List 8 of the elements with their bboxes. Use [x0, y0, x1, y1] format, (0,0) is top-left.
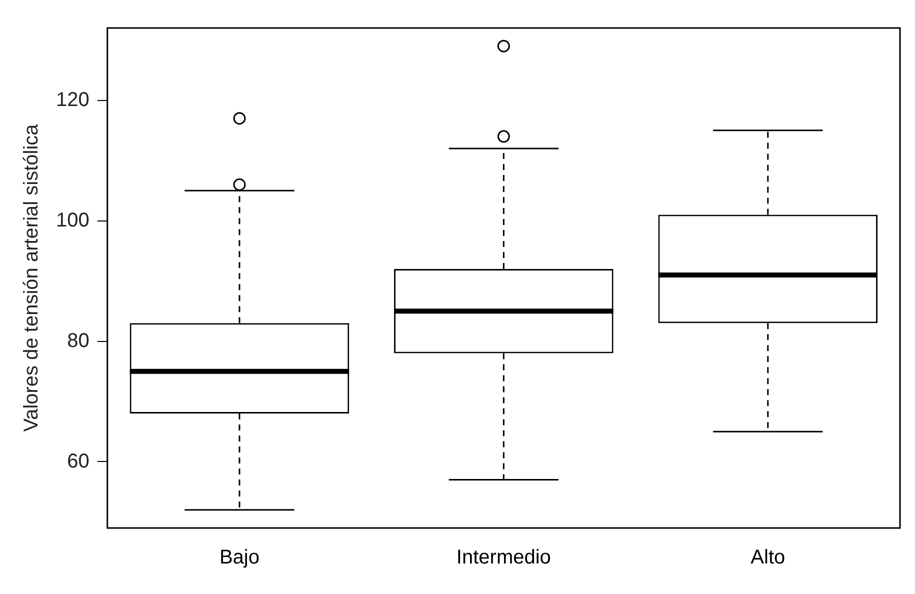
x-tick-label: Bajo: [219, 546, 260, 569]
x-tick-label: Alto: [750, 546, 786, 569]
y-tick-label: 60: [67, 450, 90, 472]
y-axis-title: Valores de tensión arterial sistólica: [20, 123, 43, 432]
x-tick-label: Intermedio: [456, 546, 551, 569]
y-tick-label: 80: [67, 330, 90, 352]
y-tick-label: 120: [56, 88, 90, 111]
y-tick-label: 100: [56, 209, 90, 232]
